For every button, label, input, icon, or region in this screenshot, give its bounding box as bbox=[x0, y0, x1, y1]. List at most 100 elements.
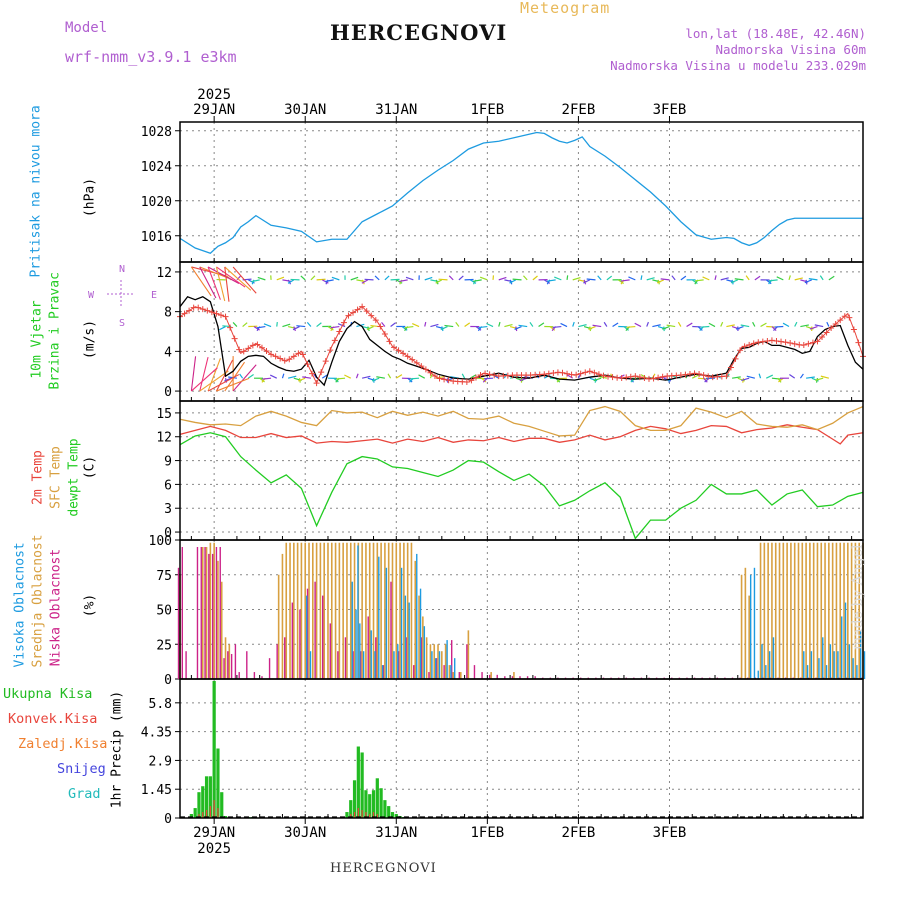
meteogram-label: Meteogram bbox=[520, 0, 611, 17]
wind-barb bbox=[390, 278, 400, 281]
compass-cross bbox=[107, 280, 135, 308]
conv-precip-bar bbox=[198, 814, 200, 818]
wind-barb bbox=[800, 324, 809, 328]
total-precip-bar bbox=[204, 776, 209, 818]
wind-barb bbox=[455, 321, 460, 327]
pressure-ytick-label: 1024 bbox=[141, 160, 172, 175]
wind-gust-marker bbox=[222, 313, 229, 320]
wind-gust-marker bbox=[331, 337, 338, 344]
wind-gust-marker bbox=[632, 373, 639, 380]
wind-gust-marker bbox=[418, 363, 425, 370]
wind-barb bbox=[236, 275, 242, 281]
wind-gust-marker bbox=[805, 340, 812, 347]
wind-barb bbox=[486, 322, 494, 328]
wind-ytick-label: 4 bbox=[164, 345, 172, 360]
wind-barb bbox=[253, 326, 260, 331]
wind-ytick-label: 8 bbox=[164, 306, 172, 321]
wind-barb bbox=[730, 279, 739, 284]
temp-ytick-label: 0 bbox=[164, 526, 172, 541]
date-label-top: 3FEB bbox=[653, 102, 687, 118]
wind-gust-marker bbox=[550, 370, 557, 377]
wind-barb bbox=[828, 275, 835, 281]
wind-barb bbox=[572, 321, 575, 327]
wind-gust-marker bbox=[787, 340, 794, 347]
wind-gust-marker bbox=[268, 351, 275, 358]
wind-barb bbox=[401, 326, 408, 331]
wind-label-2: Brzina i Pravac bbox=[47, 272, 63, 390]
wind-barb bbox=[720, 321, 724, 327]
wind-gust-marker bbox=[340, 319, 347, 326]
temp-label-1: 2m Temp bbox=[30, 450, 46, 505]
wind-gust-marker bbox=[564, 370, 571, 377]
wind-barb bbox=[741, 377, 750, 381]
temp-unit: (C) bbox=[82, 455, 98, 480]
wind-barb bbox=[815, 377, 824, 381]
wind-barb bbox=[288, 375, 297, 379]
conv-precip-bar bbox=[357, 808, 359, 818]
wind-gust-marker bbox=[577, 370, 584, 377]
wind-gust-marker bbox=[641, 374, 648, 381]
wind-barb bbox=[302, 376, 311, 379]
wind-barb bbox=[219, 326, 226, 331]
wind-barb bbox=[691, 279, 698, 285]
wind-gust-marker bbox=[295, 350, 302, 357]
model-label: Model bbox=[65, 20, 108, 36]
wind-barb bbox=[362, 375, 371, 379]
wind-gust-marker bbox=[605, 373, 612, 380]
total-precip-bar bbox=[352, 780, 357, 818]
wind-barb bbox=[481, 377, 487, 383]
dewpt-line bbox=[179, 432, 864, 540]
wind-barb bbox=[479, 276, 488, 281]
date-label-bottom: 2FEB bbox=[562, 825, 596, 841]
wind-gust-marker bbox=[395, 347, 402, 354]
wind-barb bbox=[390, 322, 396, 328]
wind-barb bbox=[765, 279, 772, 285]
wind-gust-marker bbox=[655, 374, 662, 381]
conv-precip-bar bbox=[205, 810, 208, 818]
total-precip-bar bbox=[189, 814, 193, 818]
wind-barb bbox=[282, 323, 291, 328]
wind-barb bbox=[634, 322, 642, 328]
wind-gust-marker bbox=[318, 369, 325, 376]
precip-ytick-label: 4.35 bbox=[141, 726, 172, 741]
wind-gust-marker bbox=[363, 308, 370, 315]
wind-gust-marker bbox=[359, 303, 366, 310]
wind-barb bbox=[819, 275, 824, 281]
cloud-ytick-label: 50 bbox=[156, 604, 172, 619]
wind-gust-marker bbox=[281, 357, 288, 364]
wind-barb bbox=[292, 325, 300, 331]
wind-barb bbox=[660, 278, 670, 281]
wind-barb bbox=[806, 376, 815, 379]
wind-barb bbox=[680, 275, 687, 281]
pressure-ytick-label: 1016 bbox=[141, 230, 172, 245]
wind-barb bbox=[603, 321, 608, 327]
wind-gust-marker bbox=[696, 370, 703, 377]
wind-barb bbox=[789, 374, 796, 379]
wind-gust-marker bbox=[272, 353, 279, 360]
wind-gust-marker bbox=[737, 347, 744, 354]
wind-gust-marker bbox=[828, 325, 835, 332]
wind-gust-marker bbox=[372, 317, 379, 324]
legend-conv-rain: Konvek.Kisa bbox=[8, 711, 98, 727]
wind-barb bbox=[752, 321, 756, 327]
total-precip-bar bbox=[345, 812, 349, 818]
cloud-ytick-label: 75 bbox=[156, 569, 172, 584]
wind-barb bbox=[702, 276, 710, 281]
wind-barb bbox=[809, 325, 818, 330]
wind-barb bbox=[745, 275, 750, 281]
cloud-ytick-label: 100 bbox=[149, 534, 172, 549]
wind-barb bbox=[438, 278, 448, 281]
date-label-bottom: 29JAN bbox=[193, 825, 235, 841]
wind-barb bbox=[281, 373, 285, 379]
total-precip-bar bbox=[201, 786, 205, 818]
wind-barb bbox=[804, 279, 813, 284]
wind-gust-marker bbox=[195, 304, 202, 311]
conv-precip-bar bbox=[217, 808, 219, 818]
wind-barb bbox=[412, 323, 420, 328]
wind-arrow bbox=[207, 358, 221, 392]
wind-barb bbox=[395, 279, 403, 284]
wind-barb bbox=[316, 322, 322, 328]
wind-gust-marker bbox=[350, 309, 357, 316]
wind-gust-marker bbox=[623, 374, 630, 381]
wind-barb bbox=[478, 325, 488, 329]
